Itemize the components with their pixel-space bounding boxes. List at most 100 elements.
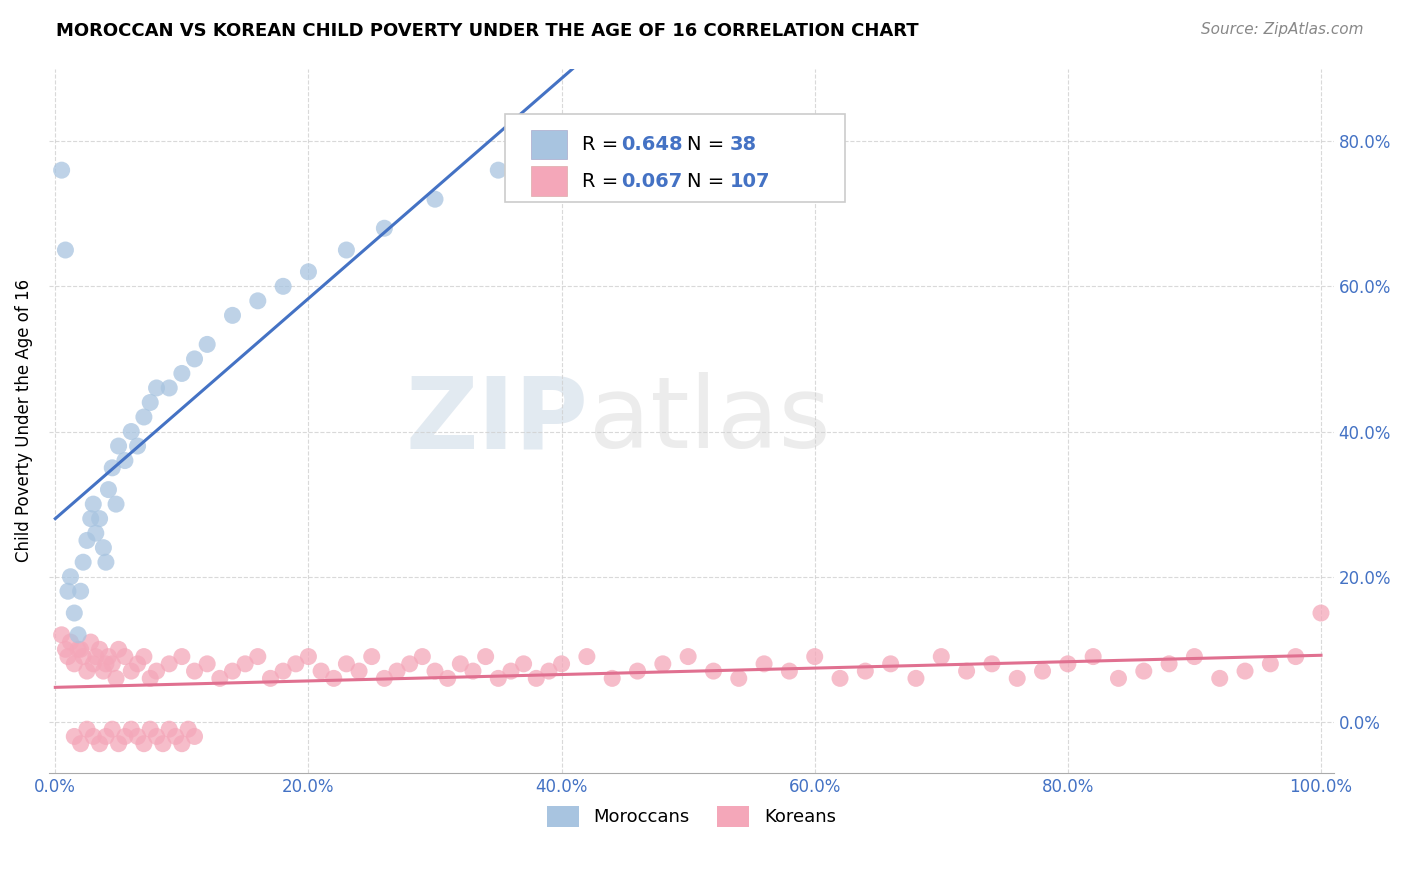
Point: [59, 635, 82, 649]
Point: [1056, 657, 1078, 671]
Point: [152, 737, 174, 751]
Point: [132, 409, 155, 424]
Point: [80, 635, 103, 649]
Point: [139, 722, 162, 736]
Point: [1234, 664, 1257, 678]
Point: [55, 642, 77, 657]
Point: [97, 649, 120, 664]
Point: [76, 533, 98, 548]
Point: [347, 664, 370, 678]
Point: [107, 642, 129, 657]
Point: [980, 657, 1002, 671]
Point: [89, 642, 111, 657]
Point: [1081, 649, 1104, 664]
Point: [127, 730, 149, 744]
Point: [1184, 649, 1206, 664]
Point: [93, 664, 115, 678]
Point: [1310, 606, 1333, 620]
FancyBboxPatch shape: [530, 167, 567, 196]
Point: [59, 570, 82, 584]
Point: [727, 671, 749, 685]
Point: [1005, 671, 1028, 685]
Point: [101, 722, 124, 736]
Point: [145, 381, 167, 395]
Point: [246, 293, 269, 308]
Point: [1031, 664, 1053, 678]
Point: [853, 664, 876, 678]
Text: 38: 38: [730, 135, 756, 154]
Text: N =: N =: [688, 135, 731, 154]
Point: [309, 664, 332, 678]
Point: [461, 664, 484, 678]
Text: atlas: atlas: [589, 372, 830, 469]
Point: [221, 664, 243, 678]
Point: [89, 511, 111, 525]
Point: [145, 730, 167, 744]
Point: [157, 381, 180, 395]
Point: [537, 664, 560, 678]
Point: [94, 555, 117, 569]
Point: [411, 649, 433, 664]
Point: [904, 671, 927, 685]
Point: [550, 120, 572, 134]
Point: [157, 657, 180, 671]
Point: [297, 265, 319, 279]
Point: [360, 649, 382, 664]
Point: [120, 425, 142, 439]
Point: [63, 730, 86, 744]
Point: [67, 642, 90, 657]
Point: [373, 671, 395, 685]
Point: [195, 657, 218, 671]
Text: 107: 107: [730, 171, 770, 191]
Point: [499, 664, 522, 678]
Point: [89, 737, 111, 751]
Point: [139, 395, 162, 409]
Point: [51, 628, 73, 642]
Point: [550, 657, 572, 671]
Text: Source: ZipAtlas.com: Source: ZipAtlas.com: [1201, 22, 1364, 37]
Point: [170, 367, 193, 381]
Point: [97, 483, 120, 497]
Point: [322, 671, 344, 685]
Point: [1260, 657, 1282, 671]
Point: [271, 664, 294, 678]
Point: [284, 657, 307, 671]
Point: [1108, 671, 1130, 685]
Point: [105, 497, 128, 511]
Point: [259, 671, 281, 685]
Point: [651, 657, 673, 671]
Point: [423, 664, 446, 678]
Point: [828, 671, 851, 685]
Point: [82, 657, 104, 671]
Point: [449, 657, 471, 671]
Point: [474, 649, 496, 664]
Point: [297, 649, 319, 664]
Point: [335, 657, 357, 671]
Point: [82, 730, 104, 744]
Point: [183, 351, 205, 366]
Point: [63, 606, 86, 620]
Point: [51, 163, 73, 178]
Point: [84, 526, 107, 541]
Point: [165, 730, 187, 744]
Point: [69, 737, 91, 751]
Point: [105, 671, 128, 685]
Point: [702, 664, 724, 678]
Point: [778, 664, 800, 678]
Point: [221, 309, 243, 323]
Point: [183, 664, 205, 678]
Point: [170, 649, 193, 664]
Point: [929, 649, 952, 664]
Legend: Moroccans, Koreans: Moroccans, Koreans: [540, 799, 844, 834]
Point: [76, 722, 98, 736]
Point: [1285, 649, 1308, 664]
Point: [139, 671, 162, 685]
Point: [486, 163, 509, 178]
Point: [246, 649, 269, 664]
Point: [157, 722, 180, 736]
Point: [676, 649, 699, 664]
Point: [132, 737, 155, 751]
Point: [233, 657, 256, 671]
Point: [114, 730, 136, 744]
Text: 0.648: 0.648: [620, 135, 682, 154]
